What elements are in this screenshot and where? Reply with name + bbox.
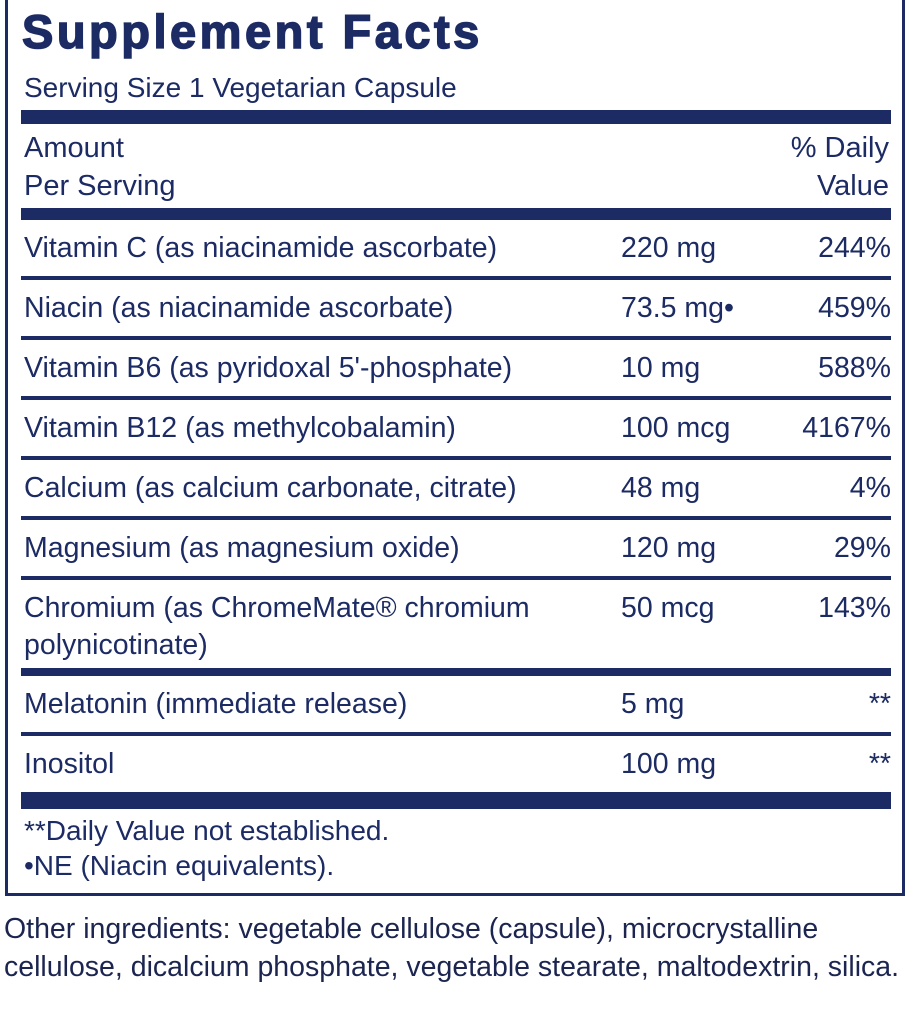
other-ingredients: Other ingredients: vegetable cellulose (… [4, 913, 900, 983]
nutrient-row: Calcium (as calcium carbonate, citrate) 4… [21, 460, 891, 520]
label-box: Supplement Facts Serving Size 1 Vegetari… [5, 0, 905, 896]
divider-bar [21, 110, 891, 124]
nutrient-name: Vitamin B12 (as methylcobalamin) [24, 412, 456, 444]
nutrient-amount: 10 mg [621, 352, 701, 384]
nutrient-dv: 588% [818, 352, 891, 384]
nutrient-row: Niacin (as niacinamide ascorbate) 73.5 mg… [21, 280, 891, 340]
nutrient-name: Magnesium (as magnesium oxide) [24, 532, 460, 564]
nutrient-dv: ** [868, 688, 891, 720]
nutrient-dv: ** [868, 748, 891, 780]
footnote: **Daily Value not established. [24, 815, 390, 846]
nutrient-row: Vitamin C (as niacinamide ascorbate) 220 … [21, 220, 891, 280]
nutrient-dv: 143% [818, 592, 891, 624]
dv-label: % Daily [790, 132, 889, 164]
nutrient-name: Vitamin B6 (as pyridoxal 5'-phosphate) [24, 352, 513, 384]
dv-label: Value [816, 170, 889, 202]
nutrient-row: Inositol 100 mg ** [21, 736, 891, 809]
nutrient-name: Vitamin C (as niacinamide ascorbate) [24, 232, 498, 264]
amount-label: Amount [24, 132, 124, 164]
nutrient-amount: 120 mg [621, 532, 717, 564]
nutrient-row: Chromium (as ChromeMate® chromium polyni… [21, 580, 891, 676]
amount-label: Per Serving [24, 170, 176, 202]
title: Supplement Facts [21, 4, 483, 59]
nutrient-amount: 220 mg [621, 232, 717, 264]
nutrient-name: Melatonin (immediate release) [24, 688, 408, 720]
footnote: •NE (Niacin equivalents). [24, 850, 335, 881]
serving-size: Serving Size 1 Vegetarian Capsule [24, 72, 457, 103]
nutrient-amount: 50 mcg [621, 592, 715, 624]
nutrient-name: Chromium (as ChromeMate® chromium polyni… [24, 592, 530, 661]
nutrient-table: Vitamin C (as niacinamide ascorbate) 220 … [21, 220, 891, 809]
nutrient-name: Calcium (as calcium carbonate, citrate) [24, 472, 517, 504]
nutrient-row: Vitamin B12 (as methylcobalamin) 100 mcg 4… [21, 400, 891, 460]
nutrient-amount: 100 mcg [621, 412, 731, 444]
nutrient-dv: 459% [818, 292, 891, 324]
nutrient-row: Vitamin B6 (as pyridoxal 5'-phosphate) 10… [21, 340, 891, 400]
nutrient-dv: 4% [849, 472, 891, 504]
nutrient-name: Inositol [24, 748, 115, 780]
nutrient-amount: 100 mg [621, 748, 717, 780]
nutrient-amount: 5 mg [621, 688, 685, 720]
nutrient-amount: 48 mg [621, 472, 701, 504]
nutrient-amount: 73.5 mg• [621, 292, 734, 324]
nutrient-row: Magnesium (as magnesium oxide) 120 mg 29% [21, 520, 891, 580]
nutrient-dv: 29% [833, 532, 891, 564]
divider-bar [21, 208, 891, 220]
nutrient-name: Niacin (as niacinamide ascorbate) [24, 292, 454, 324]
nutrient-row: Melatonin (immediate release) 5 mg ** [21, 676, 891, 736]
nutrient-dv: 244% [818, 232, 891, 264]
nutrient-dv: 4167% [802, 412, 891, 444]
